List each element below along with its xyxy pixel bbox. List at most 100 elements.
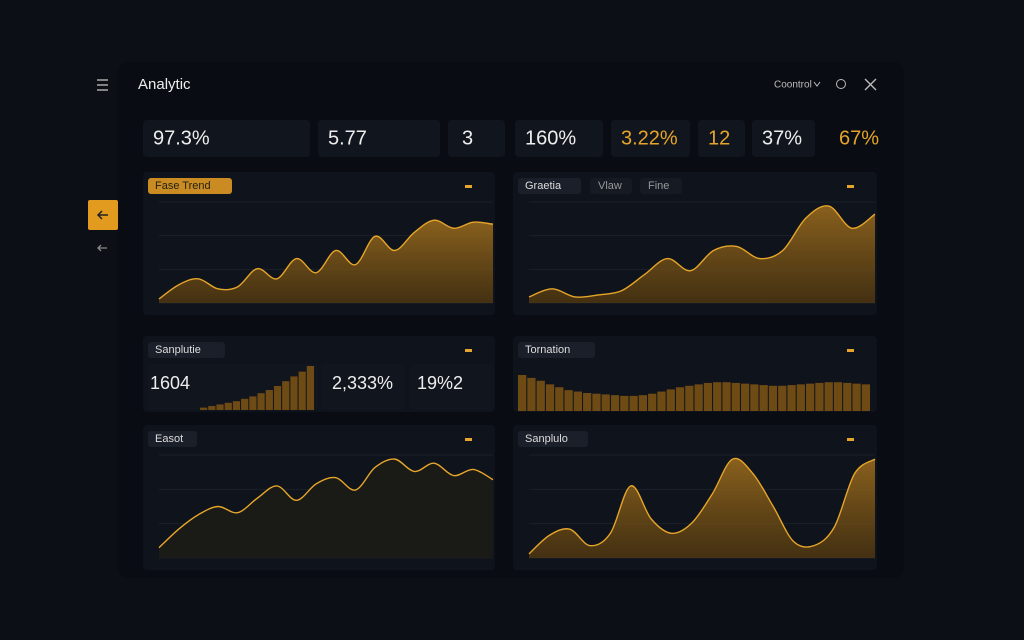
kpi-card [143,120,310,157]
bar [685,385,694,411]
panel-tag [518,178,581,194]
bar [833,382,843,411]
kpi-card [611,120,690,157]
kpi-value: 3 [462,127,473,149]
kpi-card [698,120,745,157]
nav-icon[interactable] [97,244,107,252]
panel-title: Tornation [525,344,570,356]
bar [592,393,601,411]
stat-value: 1604 [150,373,190,393]
bar [731,382,740,411]
bar [787,385,796,411]
stat-card [321,364,405,410]
bar [722,382,731,411]
bar [740,383,750,411]
panel-title: Easot [155,433,183,445]
area [529,458,875,558]
bar [257,393,265,410]
kpi-value: 3.22% [621,127,678,149]
bar [564,390,573,411]
bar [759,385,768,411]
bar [282,381,290,410]
line [158,219,494,300]
kpi-value: 37% [762,127,802,149]
kpi-value: 97.3% [153,127,210,149]
bar [601,394,610,411]
bar [200,407,208,410]
bar [536,380,545,411]
bar [796,384,805,411]
kpi-card [515,120,603,157]
panel-tag [148,342,225,358]
panel-tag [148,178,232,194]
bar [298,371,306,410]
bar [249,396,257,410]
kpi-value: 67% [839,127,879,149]
bar [815,382,824,411]
tab[interactable] [640,178,682,194]
kpi-card [318,120,440,157]
search-icon[interactable] [836,79,846,89]
bar [232,401,241,410]
bar [527,377,536,411]
panel-tag [148,431,197,447]
bar [518,375,527,411]
stat-card [410,364,494,410]
panel-title: Sanplulo [525,433,568,445]
bar [224,402,232,410]
bar [843,382,852,411]
bar [824,382,833,411]
stat-value: 19%2 [417,373,463,393]
bar [666,389,675,411]
bar [620,395,629,411]
bar [573,391,583,411]
bar [861,384,870,411]
bar [583,393,592,411]
menu-icon[interactable] [97,79,108,91]
area [159,459,493,558]
bar [694,384,703,411]
app-title: Analytic [138,76,191,93]
panel-tag [518,431,588,447]
kpi-card [448,120,505,157]
bar [703,382,713,411]
bar [805,383,815,411]
legend-swatch [465,438,472,441]
bar [555,387,564,411]
panel-tag [518,342,595,358]
kpi-value: 160% [525,127,576,149]
legend-swatch [847,349,854,352]
bar [216,404,224,410]
line [528,457,876,555]
panel-title: Graetia [525,180,562,192]
bar [657,391,666,411]
bar [638,395,648,411]
bar [713,382,722,411]
tab[interactable] [590,178,632,194]
kpi-value: 12 [708,127,730,149]
bar [629,395,638,411]
bar [241,398,249,410]
line [158,458,494,549]
chevron [813,81,821,87]
close-icon[interactable] [864,78,877,91]
bar [306,366,314,410]
bar [675,387,685,411]
bar [610,395,620,411]
bar [545,384,555,411]
tab-label: Fine [648,180,669,192]
legend-swatch [465,185,472,188]
line [528,205,876,298]
control-dropdown[interactable]: Coontrol [774,80,812,91]
bar [750,384,759,411]
bar [208,406,216,410]
tab-label: Vlaw [598,180,622,192]
bar [648,393,657,411]
area [159,220,493,303]
legend-swatch [847,438,854,441]
kpi-card [752,120,815,157]
bar [852,383,861,411]
bar [778,385,787,411]
bar [273,386,282,410]
